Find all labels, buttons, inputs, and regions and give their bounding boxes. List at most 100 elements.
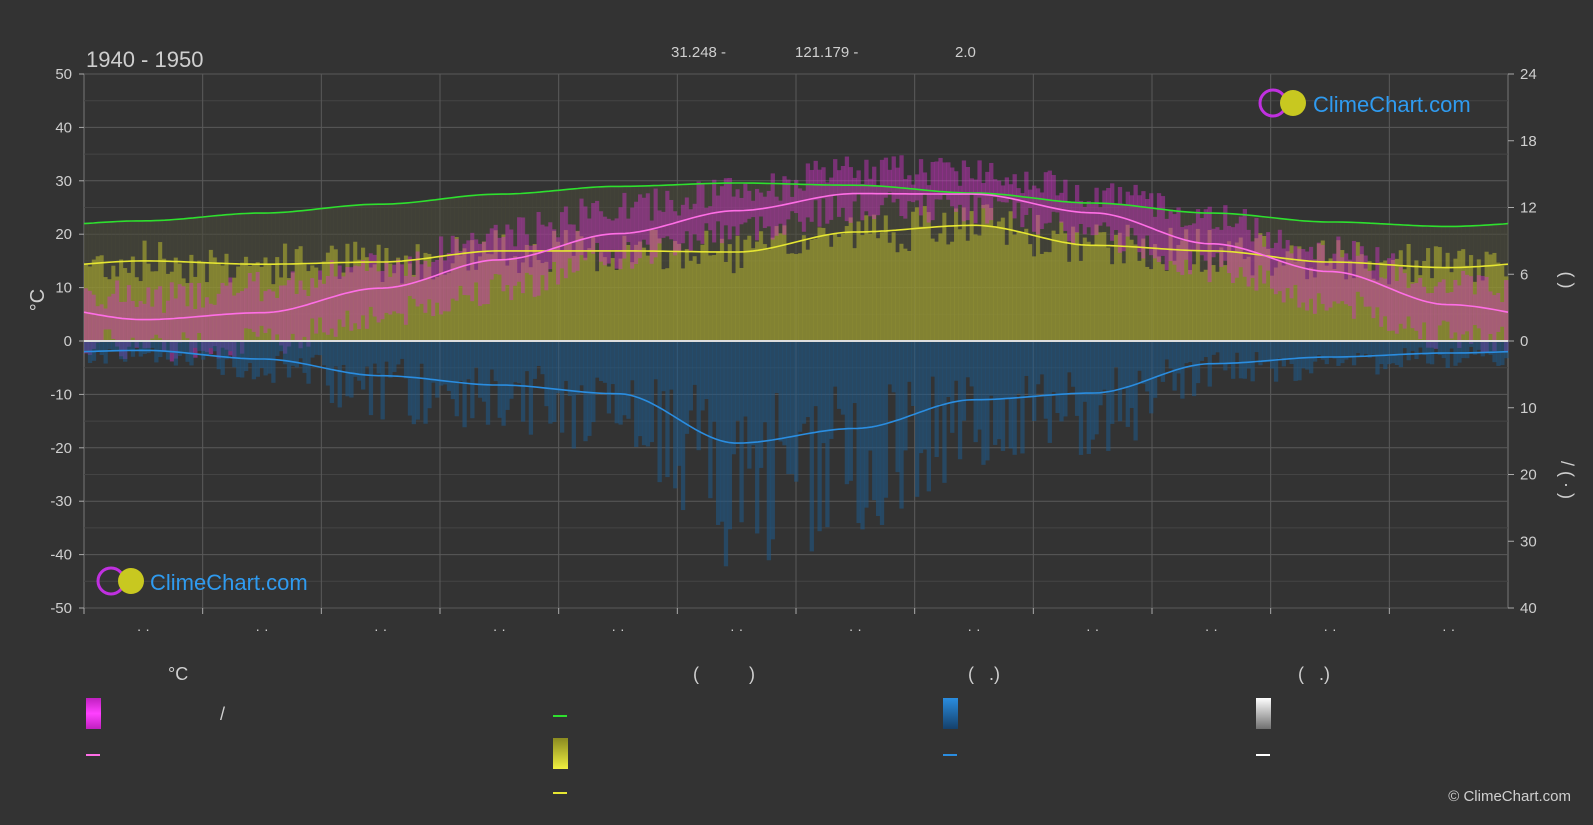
temp-range-bar <box>138 301 143 341</box>
temp-range-bar <box>349 267 354 331</box>
sunshine-bar <box>1387 284 1392 341</box>
sunshine-bar <box>290 272 296 341</box>
precip-bar <box>844 341 850 485</box>
temp-range-bar <box>918 159 924 216</box>
x-tick-label: · · <box>1442 621 1455 637</box>
temp-range-bar <box>950 167 955 207</box>
precip-bar <box>782 341 787 446</box>
temp-range-bar <box>435 259 440 303</box>
temp-range-bar <box>1117 187 1123 253</box>
precip-bar <box>1039 341 1045 375</box>
temp-range-bar <box>688 209 694 251</box>
temp-range-bar <box>661 211 666 238</box>
precip-bar <box>1191 341 1197 397</box>
sunshine-bar <box>1250 275 1255 341</box>
temp-range-bar <box>567 224 573 259</box>
sunshine-bar <box>1476 259 1482 341</box>
sunshine-bar <box>860 235 865 341</box>
precip-bar <box>1426 341 1431 364</box>
sunshine-bar <box>232 277 237 341</box>
daylight-bar <box>1387 224 1392 341</box>
sunshine-bar <box>922 206 928 341</box>
precip-bar <box>653 341 658 380</box>
precip-bar <box>1355 341 1361 354</box>
temp-range-bar <box>431 261 436 317</box>
sunshine-bar <box>879 232 885 341</box>
temp-range-bar <box>680 204 686 244</box>
precip-bar <box>610 341 615 385</box>
sunshine-bar <box>645 255 651 341</box>
temp-range-bar <box>801 190 807 232</box>
precip-bar <box>513 341 518 383</box>
temp-range-bar <box>1465 274 1470 332</box>
x-tick-label: · · <box>967 621 980 637</box>
sunshine-bar <box>1110 264 1115 341</box>
precip-bar <box>1367 341 1372 358</box>
precip-bar <box>641 341 647 446</box>
temp-range-bar <box>1149 193 1154 256</box>
precip-bar <box>493 341 498 382</box>
precip-bar <box>333 341 338 367</box>
precip-bar <box>1496 341 1501 366</box>
precip-bar <box>556 341 561 394</box>
temp-range-bar <box>637 194 643 259</box>
temp-range-bar <box>579 198 584 256</box>
sunshine-bar <box>1429 278 1435 341</box>
precip-bar <box>1273 341 1279 382</box>
precip-bar <box>450 341 456 400</box>
sunshine-bar <box>579 236 584 341</box>
temp-range-bar <box>677 215 682 252</box>
sunshine-bar <box>446 272 452 341</box>
sunshine-bar <box>1398 250 1404 341</box>
precip-bar <box>267 341 272 374</box>
temp-range-bar <box>673 211 678 256</box>
sunshine-bar <box>688 260 694 341</box>
sunshine-bar <box>1496 262 1501 341</box>
sunshine-bar <box>1059 221 1064 341</box>
precip-bar <box>400 341 405 359</box>
sunshine-bar <box>1305 279 1310 341</box>
temp-range-bar <box>595 200 600 243</box>
sunshine-bar <box>427 253 432 341</box>
sunshine-bar <box>1055 233 1060 341</box>
precip-bar <box>688 341 694 411</box>
right-axis-label-bottom: / ( · ) <box>1557 461 1577 499</box>
temp-range-bar <box>450 235 456 299</box>
sunshine-bar <box>1078 260 1084 341</box>
precip-bar <box>1090 341 1095 440</box>
precip-bar <box>204 341 210 356</box>
sunshine-bar <box>216 264 221 341</box>
sunshine-bar <box>403 255 409 341</box>
sunshine-bar <box>794 254 799 341</box>
precip-bar <box>833 341 838 387</box>
sunshine-bar <box>1465 265 1470 341</box>
precip-bar <box>212 341 218 352</box>
temp-range-bar <box>228 277 233 356</box>
temp-range-bar <box>852 177 857 202</box>
sunshine-bar <box>478 256 483 341</box>
precip-bar <box>626 341 631 419</box>
temp-range-bar <box>1051 175 1056 212</box>
daylight-bar <box>279 212 284 341</box>
temp-range-bar <box>1316 242 1322 294</box>
sunshine-bar <box>115 276 120 341</box>
precip-bar <box>797 341 803 432</box>
temp-range-bar <box>302 289 307 337</box>
sunshine-bar <box>1301 260 1306 341</box>
daylight-bar <box>271 212 276 341</box>
precip-bar <box>552 341 557 422</box>
sunshine-bar <box>556 241 561 341</box>
temp-range-bar <box>1199 218 1205 256</box>
temp-range-bar <box>360 260 366 316</box>
precip-bar <box>478 341 483 398</box>
temp-range-bar <box>1476 275 1482 329</box>
precip-bar <box>914 341 920 497</box>
sunshine-bar <box>224 253 229 341</box>
temp-range-bar <box>489 228 495 280</box>
temp-range-bar <box>552 229 557 262</box>
temp-range-bar <box>403 275 409 325</box>
sunshine-bar <box>1242 259 1248 341</box>
temp-range-bar <box>1422 286 1427 323</box>
temp-range-bar <box>1336 236 1341 304</box>
sunshine-bar <box>1020 232 1025 341</box>
